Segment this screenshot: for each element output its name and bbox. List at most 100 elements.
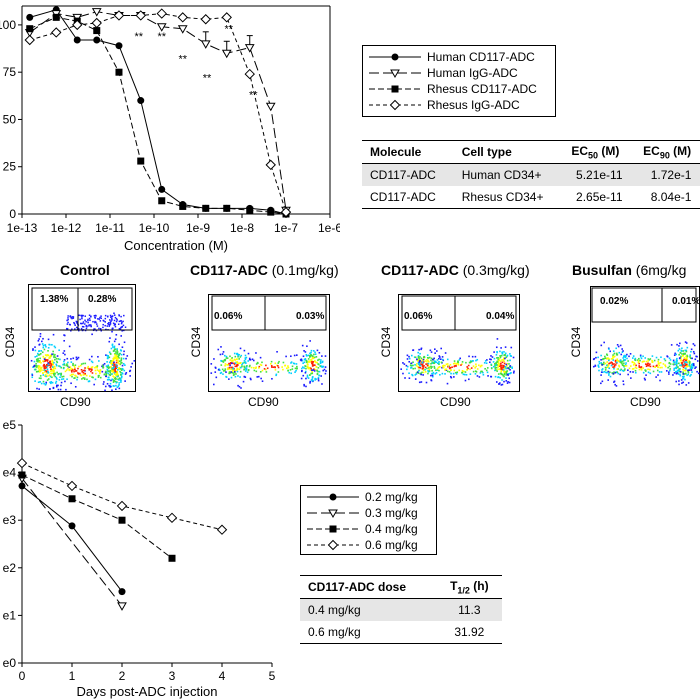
event-dot bbox=[83, 378, 86, 380]
event-dot bbox=[669, 359, 672, 361]
event-dot bbox=[507, 367, 509, 370]
event-dot bbox=[408, 357, 411, 360]
event-dot bbox=[117, 360, 119, 362]
event-dot bbox=[65, 364, 68, 367]
event-dot bbox=[96, 366, 98, 369]
event-dot bbox=[595, 351, 598, 354]
event-dot bbox=[70, 316, 72, 319]
event-dot bbox=[309, 369, 312, 371]
event-dot bbox=[312, 364, 314, 367]
event-dot bbox=[622, 370, 625, 372]
event-dot bbox=[72, 369, 74, 371]
event-dot bbox=[81, 314, 83, 317]
event-dot bbox=[287, 365, 289, 367]
event-dot bbox=[34, 356, 37, 358]
event-dot bbox=[670, 344, 673, 346]
event-dot bbox=[317, 367, 320, 369]
event-dot bbox=[110, 316, 112, 319]
event-dot bbox=[236, 358, 238, 360]
event-dot bbox=[664, 359, 667, 362]
event-dot bbox=[42, 369, 44, 372]
event-dot bbox=[627, 373, 629, 376]
event-dot bbox=[604, 362, 607, 365]
legend-line-diamond-icon bbox=[307, 539, 359, 551]
event-dot bbox=[290, 361, 293, 363]
event-dot bbox=[243, 361, 246, 364]
event-dot bbox=[600, 354, 602, 357]
data-point bbox=[117, 602, 127, 611]
event-dot bbox=[317, 363, 320, 366]
flow-ylabel: CD34 bbox=[3, 326, 17, 358]
event-dot bbox=[606, 364, 608, 367]
event-dot bbox=[58, 349, 60, 352]
event-dot bbox=[256, 376, 259, 378]
event-dot bbox=[63, 350, 66, 352]
event-dot bbox=[501, 367, 503, 369]
event-dot bbox=[113, 345, 116, 348]
event-dot bbox=[260, 377, 262, 380]
event-dot bbox=[420, 363, 423, 365]
event-dot bbox=[503, 375, 505, 378]
event-dot bbox=[608, 348, 610, 350]
event-dot bbox=[94, 321, 96, 324]
event-dot bbox=[422, 371, 425, 374]
event-dot bbox=[225, 357, 228, 359]
event-dot bbox=[314, 364, 316, 367]
event-dot bbox=[310, 351, 312, 354]
event-dot bbox=[456, 362, 459, 364]
event-dot bbox=[476, 368, 479, 370]
event-dot bbox=[271, 366, 273, 368]
event-dot bbox=[230, 368, 232, 371]
event-dot bbox=[453, 369, 456, 372]
data-point bbox=[73, 36, 81, 44]
event-dot bbox=[115, 355, 117, 358]
event-dot bbox=[305, 385, 307, 388]
event-dot bbox=[503, 354, 505, 357]
event-dot bbox=[322, 369, 324, 372]
event-dot bbox=[319, 362, 322, 365]
event-dot bbox=[672, 374, 674, 376]
event-dot bbox=[301, 359, 304, 362]
event-dot bbox=[680, 379, 683, 381]
event-dot bbox=[621, 361, 623, 363]
event-dot bbox=[606, 354, 609, 356]
event-dot bbox=[678, 368, 680, 370]
event-dot bbox=[39, 335, 42, 338]
x-tick-label: 1e-12 bbox=[51, 221, 82, 235]
event-dot bbox=[466, 369, 468, 371]
event-dot bbox=[229, 364, 231, 367]
event-dot bbox=[68, 369, 71, 372]
event-dot bbox=[645, 360, 648, 363]
event-dot bbox=[40, 382, 43, 385]
event-dot bbox=[614, 371, 617, 374]
event-dot bbox=[94, 317, 97, 319]
event-dot bbox=[240, 366, 242, 369]
event-dot bbox=[34, 380, 36, 382]
event-dot bbox=[503, 360, 505, 363]
event-dot bbox=[682, 381, 685, 384]
event-dot bbox=[250, 378, 252, 381]
event-dot bbox=[37, 381, 40, 384]
event-dot bbox=[81, 370, 84, 373]
event-dot bbox=[494, 375, 497, 378]
event-dot bbox=[295, 369, 297, 372]
event-dot bbox=[41, 340, 43, 343]
event-dot bbox=[70, 369, 73, 372]
event-dot bbox=[683, 361, 686, 363]
event-dot bbox=[600, 344, 603, 347]
event-dot bbox=[114, 353, 116, 356]
event-dot bbox=[107, 367, 110, 370]
event-dot bbox=[686, 363, 688, 366]
event-dot bbox=[34, 349, 37, 352]
event-dot bbox=[311, 372, 314, 375]
event-dot bbox=[226, 357, 229, 359]
event-dot bbox=[623, 359, 626, 361]
event-dot bbox=[108, 361, 111, 364]
event-dot bbox=[489, 361, 491, 364]
event-dot bbox=[654, 366, 656, 368]
event-dot bbox=[291, 368, 294, 370]
event-dot bbox=[618, 365, 621, 368]
event-dot bbox=[79, 318, 81, 321]
event-dot bbox=[83, 369, 86, 372]
